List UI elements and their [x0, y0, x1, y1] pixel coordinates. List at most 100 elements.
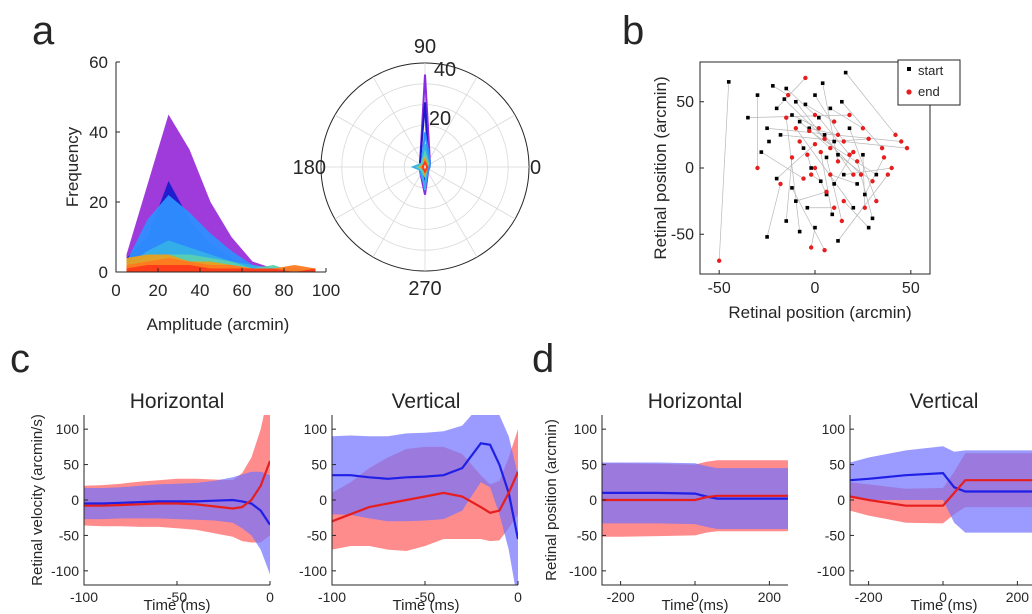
hist-xtick-label: 40 [191, 281, 210, 300]
start-point [809, 166, 813, 170]
polar-angle-270: 270 [408, 278, 441, 300]
end-point [716, 258, 722, 263]
end-point [899, 139, 904, 144]
drift-segment [806, 154, 812, 169]
polar-spoke [424, 76, 478, 168]
c-vertical-title: Vertical [392, 390, 461, 413]
sd-band-0 [850, 446, 1032, 533]
direction-polar-plot: 90 180 0 270 20 40 [293, 36, 542, 300]
ytick-label: -50 [577, 527, 597, 543]
start-point [836, 239, 840, 243]
ytick-label: -100 [51, 563, 79, 579]
end-point [812, 141, 818, 147]
legend-end-label: end [918, 84, 940, 99]
hist-ytick-label: 20 [89, 193, 108, 212]
drift-segment [786, 88, 816, 116]
end-point [812, 112, 818, 118]
drift-segment [761, 151, 804, 179]
drift-segment [820, 152, 833, 215]
end-point [862, 205, 868, 210]
ytick-label: -100 [817, 563, 845, 579]
panel-label-d: d [532, 337, 554, 381]
start-point [840, 99, 844, 104]
sd-band-0 [602, 462, 788, 529]
panel-label-a: a [32, 9, 55, 53]
end-point [801, 176, 806, 181]
ytick-label: 50 [581, 457, 597, 473]
end-point [789, 155, 795, 160]
start-point [782, 97, 787, 101]
ytick-label: 0 [837, 492, 845, 508]
start-point [843, 70, 848, 75]
drift-segment [809, 130, 877, 175]
end-point [858, 172, 864, 177]
mean-line-1 [850, 479, 1032, 507]
drift-segment [826, 157, 843, 222]
end-point [904, 145, 910, 151]
drift-segment [785, 157, 793, 222]
ytick-label: 100 [304, 421, 328, 437]
polar-r-tick-40: 40 [434, 59, 456, 81]
sd-band-0 [84, 471, 270, 575]
end-point [812, 165, 818, 171]
xtick-label: 200 [758, 589, 782, 605]
hist-xtick-label: 0 [111, 281, 120, 300]
drift-segment [862, 154, 866, 208]
start-point [726, 80, 731, 84]
ytick-label: 100 [822, 421, 846, 437]
hist-ytick-label: 60 [89, 53, 108, 72]
polar-spoke [424, 166, 516, 220]
start-point [861, 152, 865, 157]
polar-spoke [424, 114, 516, 168]
drift-segment [830, 108, 864, 129]
ytick-label: 50 [829, 457, 845, 473]
end-point [828, 145, 833, 151]
scatter-ytick-label: 50 [676, 94, 694, 111]
start-point [863, 192, 867, 197]
drift-segment [776, 143, 816, 179]
scatter-legend: start end [897, 59, 961, 106]
ytick-label: 100 [574, 421, 598, 437]
scatter-ytick-label: -50 [671, 226, 694, 243]
end-point [818, 149, 823, 155]
end-point [808, 172, 814, 177]
end-point [824, 189, 829, 195]
polar-spoke [424, 166, 478, 258]
end-point [851, 149, 856, 155]
end-point [755, 165, 760, 171]
drift-segment [747, 114, 850, 118]
mean-line-1 [332, 471, 518, 523]
end-point [808, 245, 814, 250]
d-horizontal-title: Horizontal [648, 390, 743, 413]
start-point [794, 199, 798, 203]
ytick-label: 0 [71, 492, 79, 508]
end-point [793, 126, 799, 131]
end-point [866, 136, 871, 142]
end-point [860, 126, 866, 131]
start-point [818, 179, 823, 184]
scatter-xtick-label: 50 [902, 280, 920, 297]
polar-angle-90: 90 [414, 36, 436, 58]
end-point [874, 198, 879, 204]
end-point [831, 205, 837, 210]
hist-xtick-label: 80 [275, 281, 294, 300]
drift-segment [772, 85, 789, 96]
xtick-label: 200 [1006, 589, 1030, 605]
drift-segment [843, 200, 869, 228]
end-point [831, 119, 837, 124]
panel-label-b: b [622, 9, 644, 53]
xtick-label: -100 [70, 589, 98, 605]
scatter-xlabel: Retinal position (arcmin) [728, 303, 911, 322]
xtick-label: -50 [167, 589, 187, 605]
xtick-label: -50 [415, 589, 435, 605]
start-point [797, 119, 802, 124]
start-point [794, 99, 798, 104]
end-point [803, 75, 808, 81]
end-point [835, 132, 841, 138]
xtick-label: 0 [691, 589, 699, 605]
start-point [847, 126, 852, 131]
polar-series-6 [421, 160, 429, 174]
end-point [816, 126, 822, 131]
velocity-horizontal-plot: -100 -50 0 100 50 0 -50 -100 [51, 415, 274, 605]
ytick-label: 50 [311, 457, 327, 473]
